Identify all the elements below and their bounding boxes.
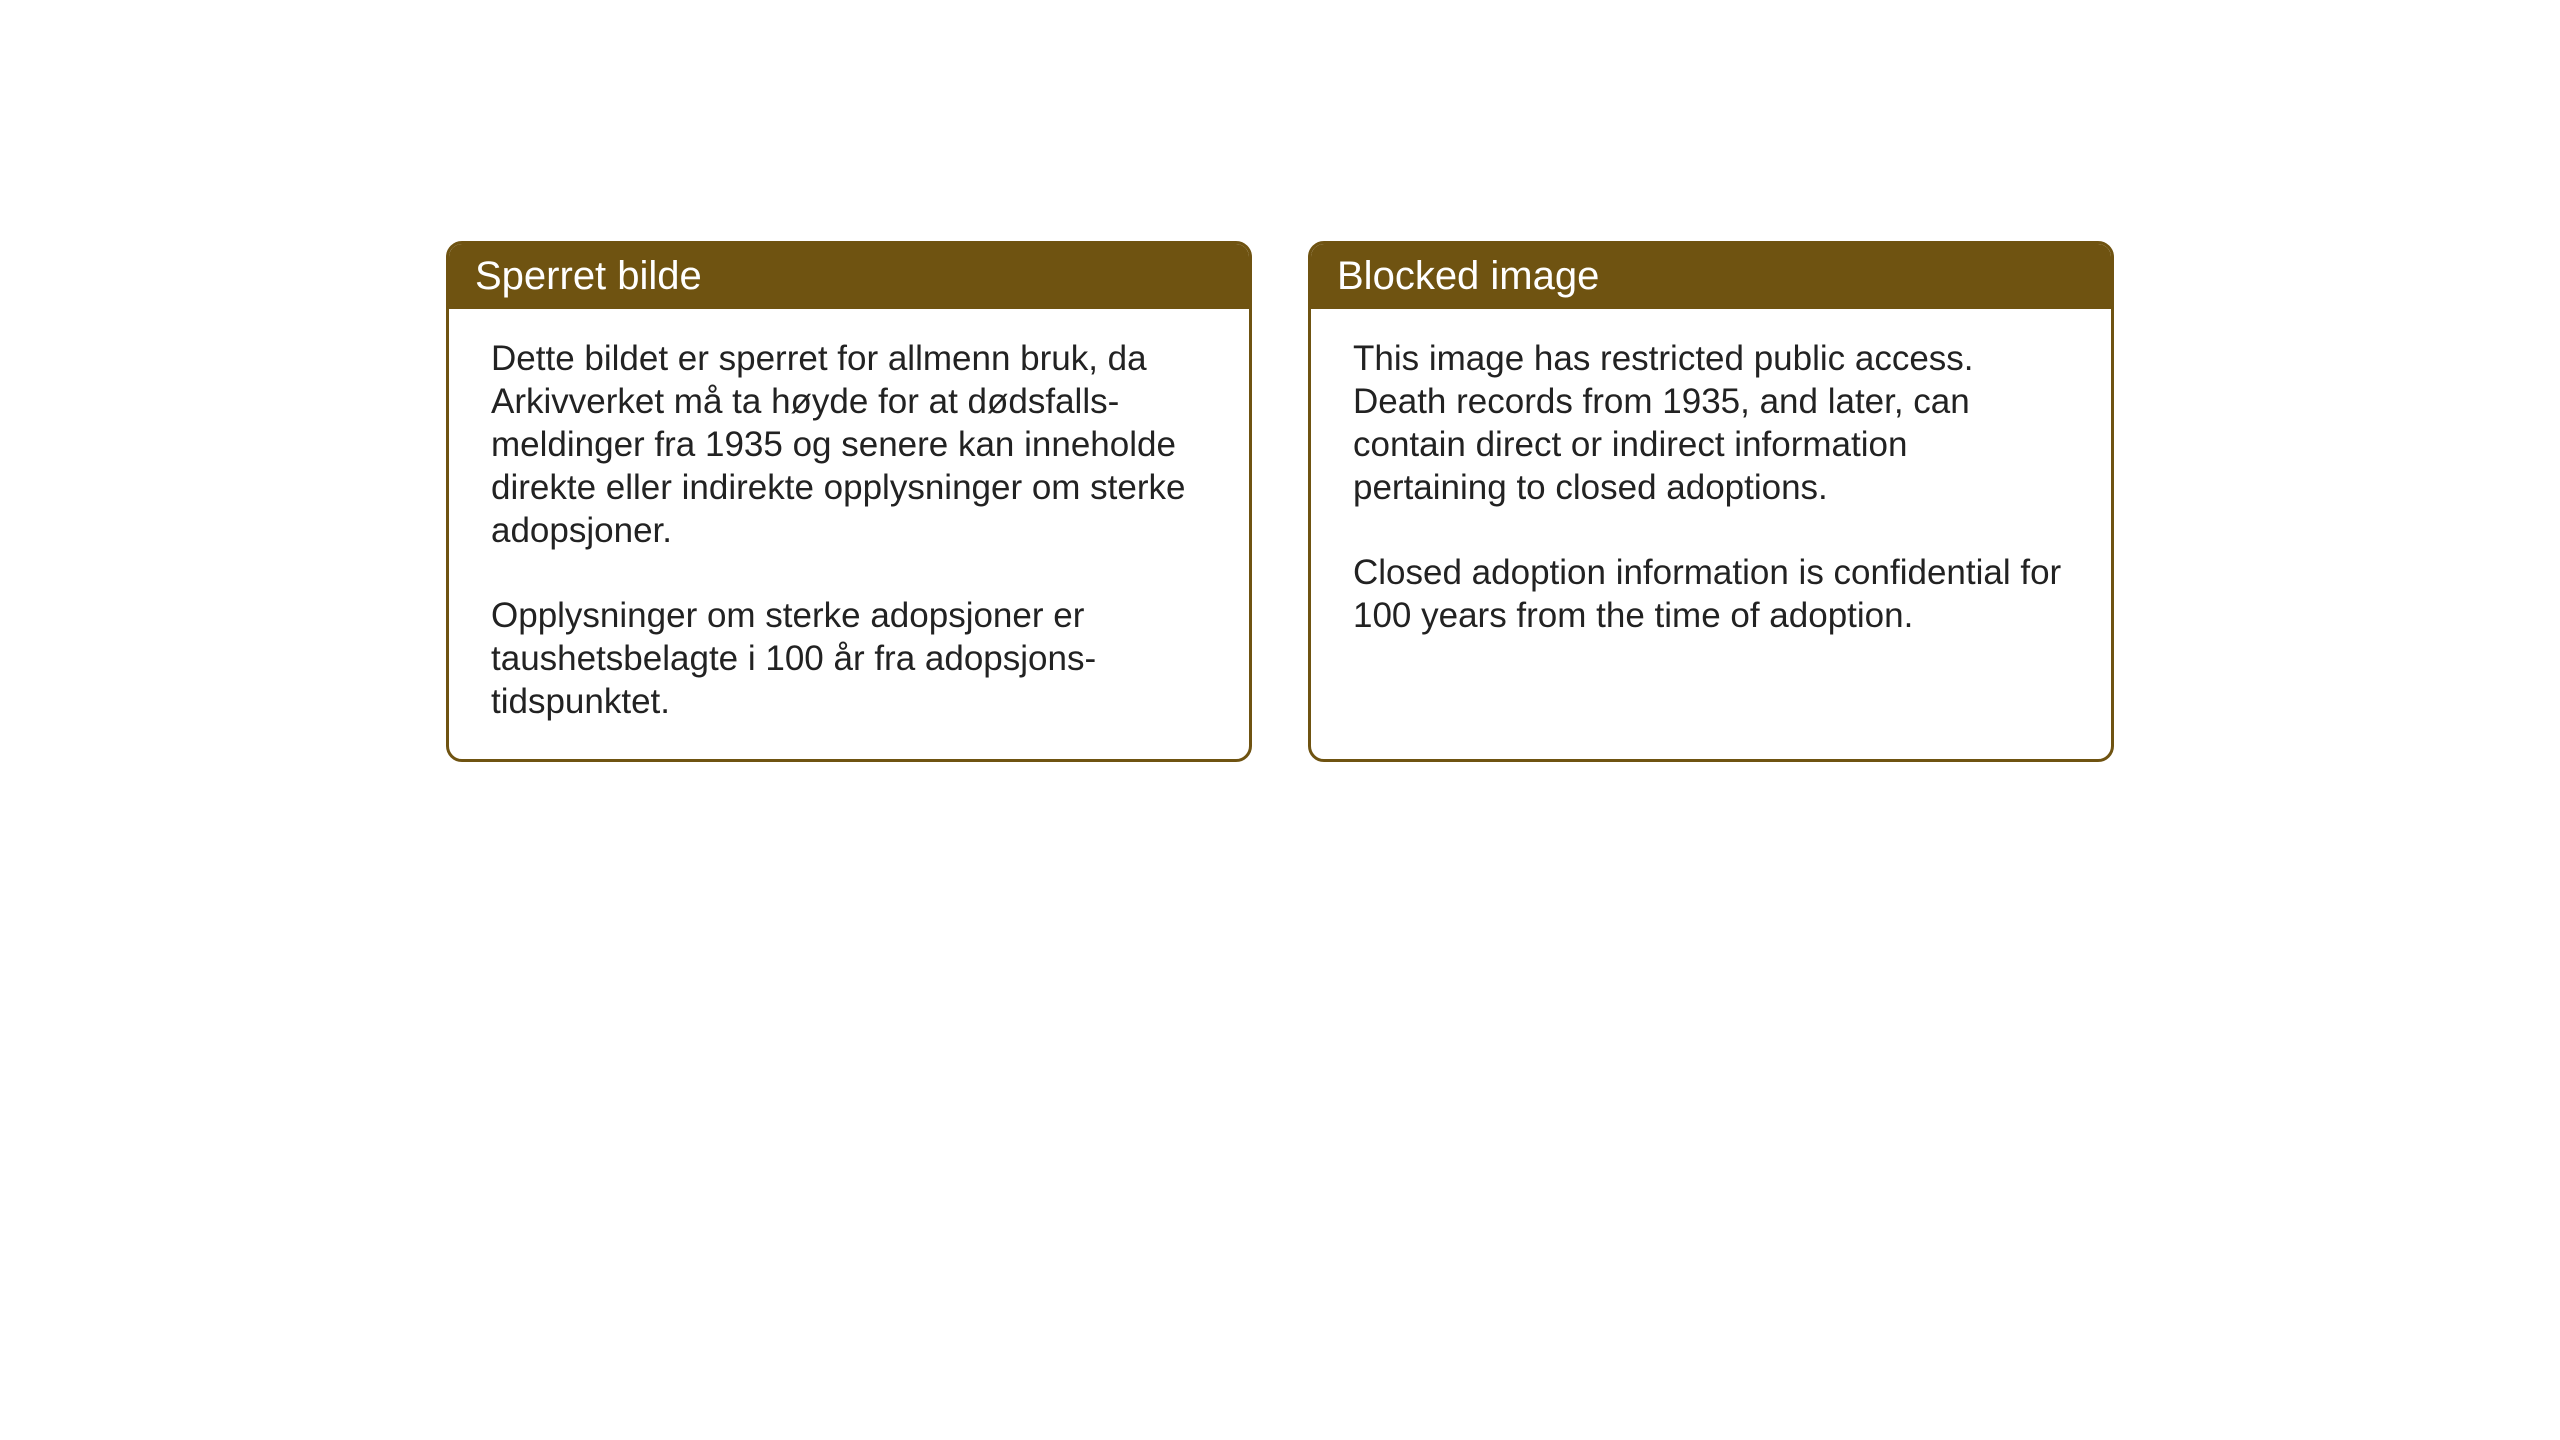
card-paragraph-1-norwegian: Dette bildet er sperret for allmenn bruk… [491, 337, 1207, 552]
card-paragraph-2-english: Closed adoption information is confident… [1353, 551, 2069, 637]
card-paragraph-1-english: This image has restricted public access.… [1353, 337, 2069, 509]
card-header-english: Blocked image [1311, 244, 2111, 309]
card-paragraph-2-norwegian: Opplysninger om sterke adopsjoner er tau… [491, 594, 1207, 723]
card-english: Blocked image This image has restricted … [1308, 241, 2114, 762]
cards-container: Sperret bilde Dette bildet er sperret fo… [446, 241, 2114, 762]
card-title-english: Blocked image [1337, 254, 1599, 298]
card-title-norwegian: Sperret bilde [475, 254, 702, 298]
card-body-english: This image has restricted public access.… [1311, 309, 2111, 673]
card-body-norwegian: Dette bildet er sperret for allmenn bruk… [449, 309, 1249, 759]
card-norwegian: Sperret bilde Dette bildet er sperret fo… [446, 241, 1252, 762]
card-header-norwegian: Sperret bilde [449, 244, 1249, 309]
